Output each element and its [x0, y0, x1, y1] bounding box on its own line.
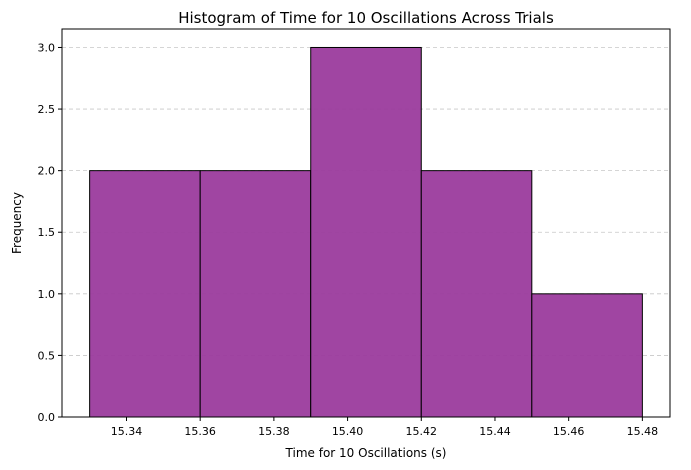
y-tick-label-4: 2.0: [38, 165, 56, 178]
bar-0: [89, 170, 201, 418]
histogram-bars: [89, 46, 643, 418]
bar-4: [531, 293, 643, 418]
x-tick-label-0: 15.34: [111, 425, 143, 438]
bar-3: [420, 170, 533, 418]
chart-title: Histogram of Time for 10 Oscillations Ac…: [178, 9, 554, 27]
x-tick-label-2: 15.38: [258, 425, 290, 438]
bar-2: [310, 46, 422, 418]
x-tick-label-1: 15.36: [184, 425, 216, 438]
x-axis-label: Time for 10 Oscillations (s): [285, 446, 447, 460]
y-axis-label: Frequency: [10, 192, 24, 254]
y-tick-label-1: 0.5: [38, 349, 56, 362]
y-tick-label-6: 3.0: [38, 41, 56, 54]
x-tick-label-4: 15.42: [406, 425, 438, 438]
y-axis-ticks: 0.0 0.5 1.0 1.5 2.0 2.5 3.0: [38, 41, 62, 424]
y-tick-label-3: 1.5: [38, 226, 56, 239]
x-tick-label-7: 15.48: [627, 425, 659, 438]
bar-1: [199, 170, 312, 418]
x-tick-label-6: 15.46: [553, 425, 585, 438]
x-tick-label-5: 15.44: [479, 425, 511, 438]
y-tick-label-5: 2.5: [38, 103, 56, 116]
y-tick-label-0: 0.0: [38, 411, 56, 424]
y-tick-label-2: 1.0: [38, 288, 56, 301]
x-axis-ticks: 15.34 15.36 15.38 15.40 15.42 15.44 15.46 15.48: [111, 417, 658, 438]
x-tick-label-3: 15.40: [332, 425, 364, 438]
plot-frame: [61, 28, 671, 418]
